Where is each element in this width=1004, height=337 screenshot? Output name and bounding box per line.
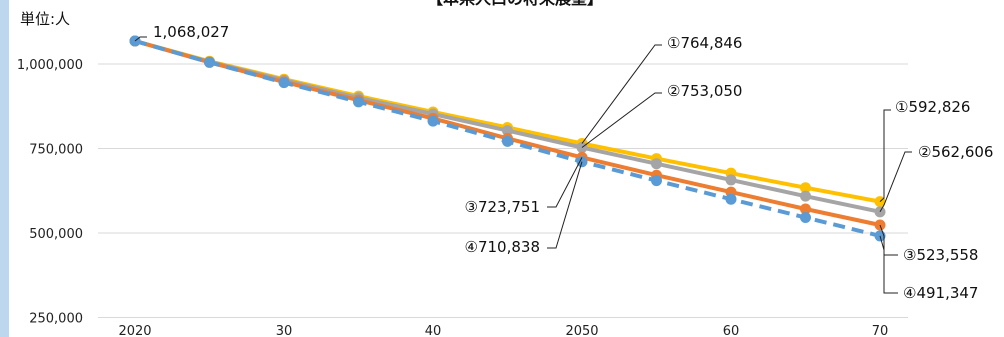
data-label: ③523,558 xyxy=(903,246,978,264)
leader-line xyxy=(547,157,583,208)
y-tick-label: 500,000 xyxy=(29,227,83,242)
series-line xyxy=(134,39,881,204)
data-label: ①764,846 xyxy=(667,34,742,52)
data-point xyxy=(278,77,290,89)
data-point xyxy=(204,56,215,68)
data-annotations: 1,068,027 ①764,846 ②753,050 ③723,751 ④710,83… xyxy=(134,23,993,302)
x-tick-label: 30 xyxy=(276,324,293,337)
leader-line xyxy=(134,36,147,42)
x-tick-label: 2050 xyxy=(565,324,598,337)
data-point xyxy=(725,174,737,186)
leader-line xyxy=(879,151,912,213)
series-1 xyxy=(129,35,886,208)
x-axis-ticks: 2020 30 40 2050 60 70 xyxy=(118,324,888,337)
y-axis-ticks: 250,000 500,000 750,000 1,000,000 xyxy=(17,58,83,327)
gridlines xyxy=(98,63,908,318)
leader-line xyxy=(879,224,898,256)
data-label: ①592,826 xyxy=(895,98,970,116)
data-point xyxy=(800,211,811,223)
x-tick-label: 60 xyxy=(723,324,740,337)
data-point xyxy=(874,206,886,218)
data-label: ②753,050 xyxy=(667,82,742,100)
leader-line xyxy=(581,44,662,144)
data-label: ④491,347 xyxy=(903,284,978,302)
x-tick-label: 70 xyxy=(872,324,889,337)
data-point xyxy=(502,125,513,137)
leader-line xyxy=(547,161,583,249)
data-label: ③723,751 xyxy=(465,198,540,216)
series-4 xyxy=(129,35,886,242)
data-point xyxy=(800,190,811,202)
data-point xyxy=(427,115,439,127)
data-point xyxy=(651,158,662,170)
data-point xyxy=(725,193,737,205)
y-tick-label: 250,000 xyxy=(29,312,83,327)
data-point xyxy=(353,96,364,108)
series-2 xyxy=(129,35,886,218)
chart-title: 【本県人口の将来展望】 xyxy=(427,0,603,8)
data-point xyxy=(651,175,662,187)
data-label: ④710,838 xyxy=(465,238,540,256)
data-point xyxy=(502,135,513,147)
y-tick-label: 1,000,000 xyxy=(17,58,83,73)
leader-line xyxy=(581,92,662,148)
data-point xyxy=(800,182,811,194)
x-tick-label: 40 xyxy=(425,324,442,337)
leader-line xyxy=(879,235,898,294)
data-label: 1,068,027 xyxy=(153,23,229,41)
data-point xyxy=(800,203,811,215)
data-label: ②562,606 xyxy=(918,143,993,161)
unit-label: 単位:人 xyxy=(20,10,70,28)
data-point xyxy=(129,35,141,47)
leader-line xyxy=(879,109,891,202)
y-tick-label: 750,000 xyxy=(29,143,83,158)
left-side-bar xyxy=(0,0,9,337)
x-tick-label: 2020 xyxy=(118,324,151,337)
